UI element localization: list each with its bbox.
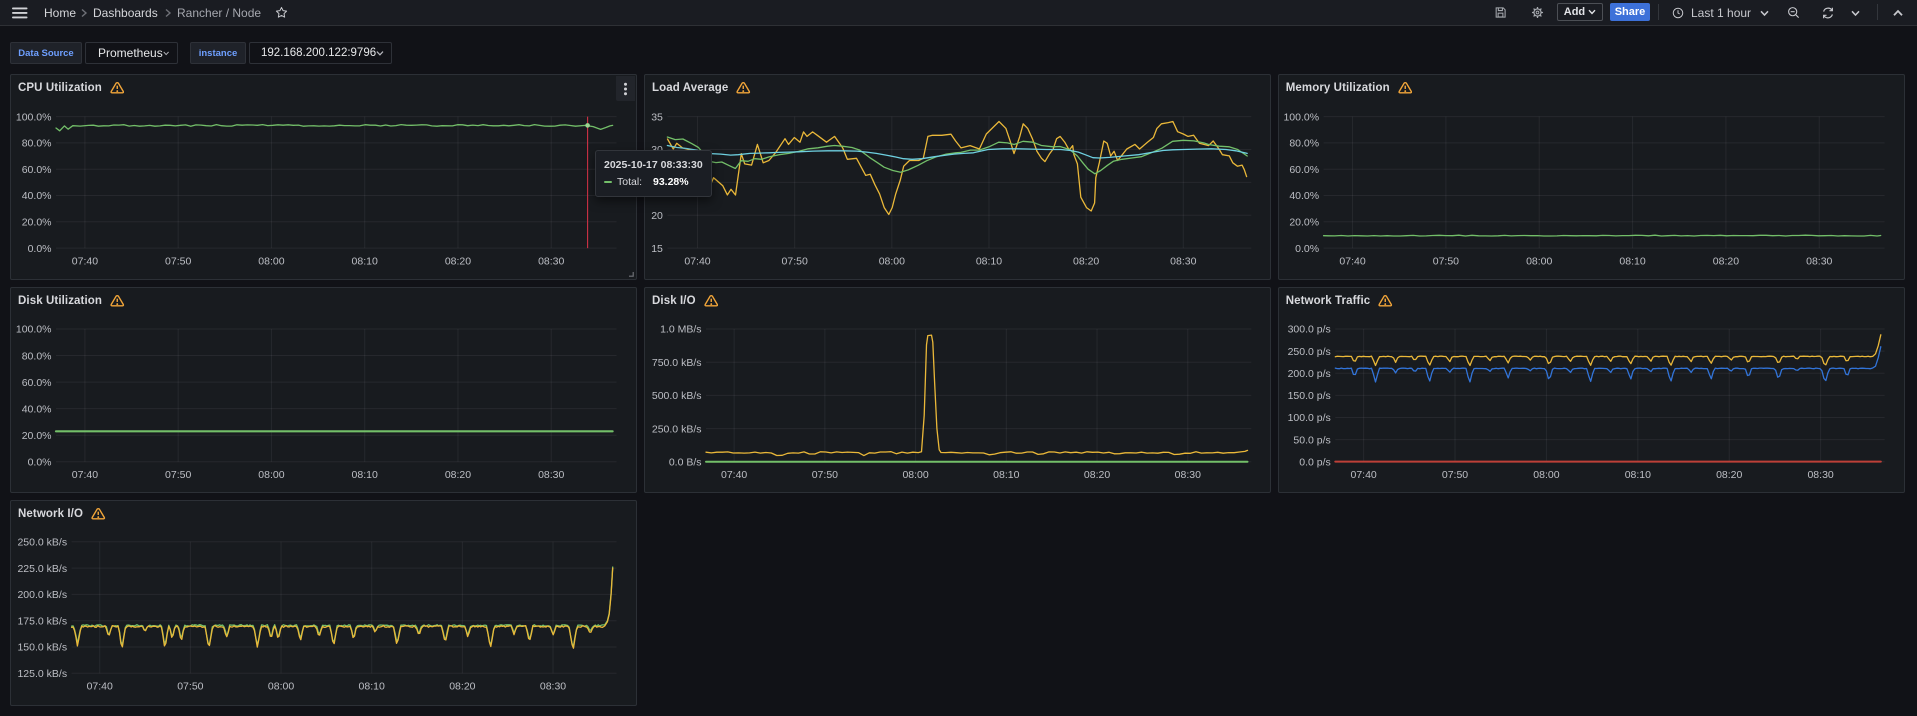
svg-text:100.0%: 100.0% [16, 324, 52, 336]
svg-text:08:30: 08:30 [1170, 255, 1196, 267]
svg-text:08:20: 08:20 [1716, 469, 1742, 481]
svg-text:08:00: 08:00 [268, 681, 294, 693]
svg-text:0.0%: 0.0% [28, 457, 52, 469]
svg-text:60.0%: 60.0% [22, 164, 52, 176]
svg-text:150.0 p/s: 150.0 p/s [1287, 390, 1330, 402]
svg-text:750.0 kB/s: 750.0 kB/s [652, 357, 702, 369]
svg-text:20.0%: 20.0% [22, 217, 52, 229]
svg-text:80.0%: 80.0% [1289, 138, 1319, 150]
svg-text:07:50: 07:50 [1442, 469, 1468, 481]
svg-text:08:00: 08:00 [1526, 255, 1552, 267]
svg-text:08:00: 08:00 [879, 255, 905, 267]
svg-text:50.0 p/s: 50.0 p/s [1293, 434, 1330, 446]
svg-text:07:40: 07:40 [721, 469, 747, 481]
svg-text:300.0 p/s: 300.0 p/s [1287, 324, 1330, 336]
svg-text:175.0 kB/s: 175.0 kB/s [17, 615, 67, 627]
svg-text:08:20: 08:20 [1084, 469, 1110, 481]
svg-text:08:30: 08:30 [1806, 255, 1832, 267]
svg-text:08:10: 08:10 [352, 255, 378, 267]
svg-text:0.0%: 0.0% [28, 243, 52, 255]
svg-text:100.0%: 100.0% [16, 111, 52, 123]
svg-text:07:50: 07:50 [165, 469, 191, 481]
svg-text:35: 35 [651, 111, 663, 123]
svg-text:07:40: 07:40 [72, 255, 98, 267]
svg-text:08:10: 08:10 [352, 469, 378, 481]
svg-text:08:10: 08:10 [359, 681, 385, 693]
svg-text:200.0 kB/s: 200.0 kB/s [17, 589, 67, 601]
svg-text:07:50: 07:50 [177, 681, 203, 693]
svg-text:08:20: 08:20 [445, 469, 471, 481]
svg-text:20: 20 [651, 210, 663, 222]
svg-text:08:30: 08:30 [1807, 469, 1833, 481]
svg-text:0.0 B/s: 0.0 B/s [669, 457, 702, 469]
svg-text:08:20: 08:20 [449, 681, 475, 693]
svg-text:08:00: 08:00 [258, 255, 284, 267]
svg-text:07:50: 07:50 [812, 469, 838, 481]
svg-text:125.0 kB/s: 125.0 kB/s [17, 668, 67, 680]
svg-text:100.0 p/s: 100.0 p/s [1287, 412, 1330, 424]
svg-text:20.0%: 20.0% [22, 430, 52, 442]
svg-text:07:40: 07:40 [72, 469, 98, 481]
svg-text:07:40: 07:40 [1339, 255, 1365, 267]
svg-text:08:00: 08:00 [902, 469, 928, 481]
svg-text:0.0%: 0.0% [1295, 243, 1319, 255]
svg-text:07:50: 07:50 [165, 255, 191, 267]
svg-text:40.0%: 40.0% [22, 403, 52, 415]
svg-text:80.0%: 80.0% [22, 350, 52, 362]
svg-text:07:50: 07:50 [782, 255, 808, 267]
svg-text:08:30: 08:30 [1175, 469, 1201, 481]
svg-text:250.0 kB/s: 250.0 kB/s [17, 537, 67, 549]
svg-text:08:10: 08:10 [976, 255, 1002, 267]
svg-text:250.0 kB/s: 250.0 kB/s [652, 423, 702, 435]
svg-text:07:40: 07:40 [1350, 469, 1376, 481]
svg-text:08:00: 08:00 [258, 469, 284, 481]
svg-text:1.0 MB/s: 1.0 MB/s [660, 324, 701, 336]
svg-text:60.0%: 60.0% [22, 377, 52, 389]
svg-text:08:00: 08:00 [1533, 469, 1559, 481]
svg-text:150.0 kB/s: 150.0 kB/s [17, 642, 67, 654]
svg-text:08:30: 08:30 [538, 255, 564, 267]
svg-text:08:30: 08:30 [540, 681, 566, 693]
svg-text:07:40: 07:40 [87, 681, 113, 693]
svg-text:08:10: 08:10 [1619, 255, 1645, 267]
svg-text:08:30: 08:30 [538, 469, 564, 481]
svg-text:500.0 kB/s: 500.0 kB/s [652, 390, 702, 402]
svg-text:08:20: 08:20 [445, 255, 471, 267]
svg-text:08:20: 08:20 [1073, 255, 1099, 267]
svg-text:0.0 p/s: 0.0 p/s [1299, 457, 1331, 469]
svg-text:100.0%: 100.0% [1283, 111, 1319, 123]
svg-text:200.0 p/s: 200.0 p/s [1287, 368, 1330, 380]
svg-text:60.0%: 60.0% [1289, 164, 1319, 176]
svg-text:08:10: 08:10 [1624, 469, 1650, 481]
svg-text:225.0 kB/s: 225.0 kB/s [17, 563, 67, 575]
svg-text:20.0%: 20.0% [1289, 217, 1319, 229]
svg-text:07:50: 07:50 [1432, 255, 1458, 267]
svg-text:07:40: 07:40 [684, 255, 710, 267]
svg-text:40.0%: 40.0% [22, 190, 52, 202]
svg-text:15: 15 [651, 243, 663, 255]
svg-text:08:20: 08:20 [1712, 255, 1738, 267]
svg-text:40.0%: 40.0% [1289, 190, 1319, 202]
svg-text:80.0%: 80.0% [22, 138, 52, 150]
svg-text:250.0 p/s: 250.0 p/s [1287, 346, 1330, 358]
svg-text:08:10: 08:10 [993, 469, 1019, 481]
